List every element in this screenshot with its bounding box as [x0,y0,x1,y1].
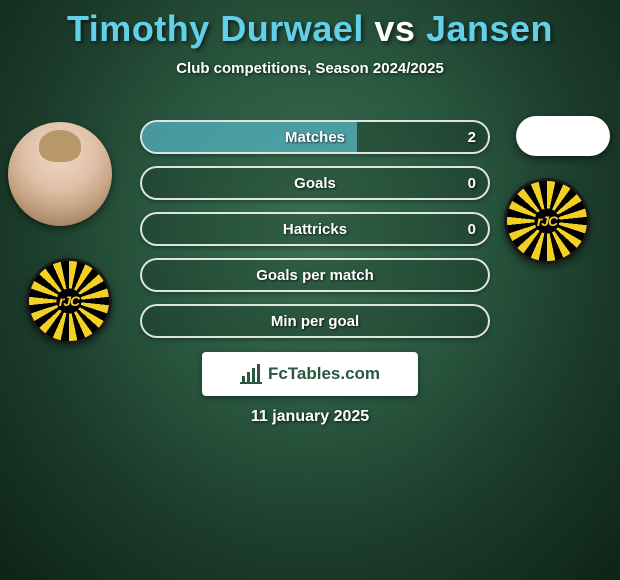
stat-value-left: 0 [468,175,476,192]
stat-value-left: 0 [468,221,476,238]
brand-text: FcTables.com [268,364,380,384]
stat-row-min-per-goal: Min per goal [140,304,490,338]
stat-row-matches: Matches 2 [140,120,490,154]
vs-separator: vs [374,8,415,49]
player2-name: Jansen [426,8,553,49]
subtitle: Club competitions, Season 2024/2025 [0,60,620,77]
date: 11 january 2025 [0,408,620,426]
page-title: Timothy Durwael vs Jansen [0,0,620,50]
stat-label: Hattricks [283,221,347,238]
player2-avatar [516,116,610,156]
stat-label: Min per goal [271,313,359,330]
stat-label: Goals [294,175,336,192]
stat-value-left: 2 [468,129,476,146]
brand-watermark: FcTables.com [202,352,418,396]
stat-row-goals: Goals 0 [140,166,490,200]
player2-club-badge [504,178,590,264]
player1-name: Timothy Durwael [67,8,364,49]
chart-icon [240,364,262,384]
stat-row-goals-per-match: Goals per match [140,258,490,292]
player1-club-badge [26,258,112,344]
player1-avatar [8,122,112,226]
stats-container: Matches 2 Goals 0 Hattricks 0 Goals per … [140,120,490,350]
stat-label: Goals per match [256,267,374,284]
stat-row-hattricks: Hattricks 0 [140,212,490,246]
stat-label: Matches [285,129,345,146]
